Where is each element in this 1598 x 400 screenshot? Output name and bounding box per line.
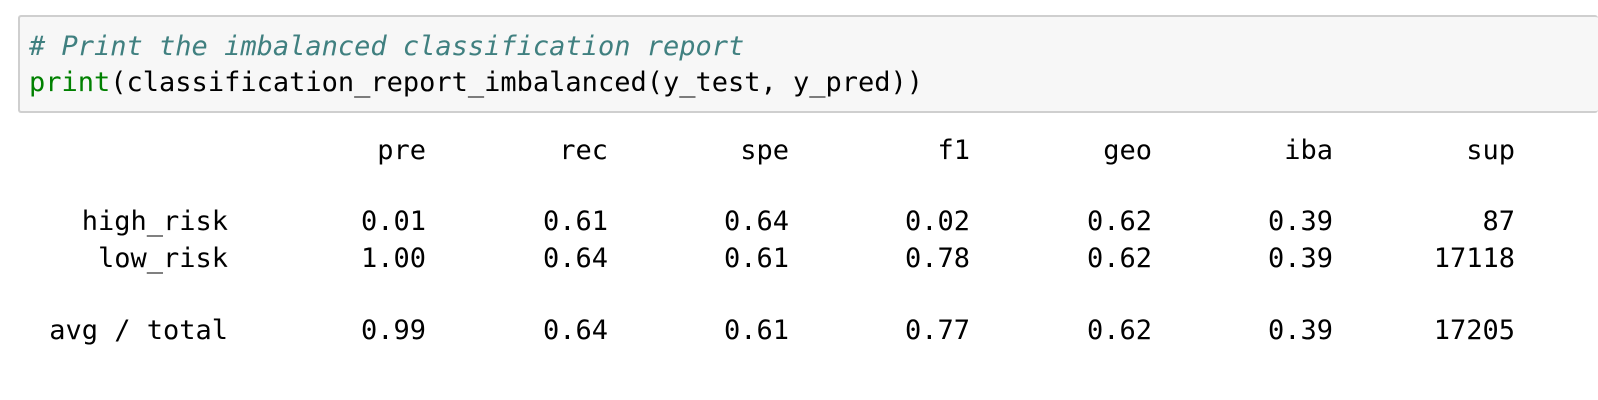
code-builtin-print: print <box>29 67 111 98</box>
table-cell: 0.78 <box>904 243 970 274</box>
header-sup: sup <box>1466 135 1515 166</box>
header-iba: iba <box>1284 135 1333 166</box>
table-cell: 0.64 <box>542 243 608 274</box>
table-cell: 17205 <box>1433 315 1515 346</box>
table-cell: 87 <box>1482 206 1515 237</box>
table-cell: 0.64 <box>723 206 789 237</box>
table-cell: 0.02 <box>904 206 970 237</box>
table-cell: 0.62 <box>1086 243 1152 274</box>
table-cell: 0.01 <box>360 206 426 237</box>
table-cell: 17118 <box>1433 243 1515 274</box>
header-pre: pre <box>377 135 426 166</box>
row-label-avg-total: avg / total <box>49 315 228 346</box>
table-cell: 0.39 <box>1267 315 1333 346</box>
row-label-low-risk: low_risk <box>97 243 228 274</box>
table-cell: 0.64 <box>542 315 608 346</box>
table-cell: 0.61 <box>723 315 789 346</box>
header-rec: rec <box>559 135 608 166</box>
table-cell: 0.61 <box>723 243 789 274</box>
row-label-high-risk: high_risk <box>81 206 228 237</box>
header-spe: spe <box>740 135 789 166</box>
table-cell: 0.77 <box>904 315 970 346</box>
table-cell: 1.00 <box>360 243 426 274</box>
header-geo: geo <box>1103 135 1152 166</box>
table-cell: 0.61 <box>542 206 608 237</box>
code-input-cell[interactable]: # Print the imbalanced classification re… <box>18 15 1598 113</box>
table-cell: 0.39 <box>1267 243 1333 274</box>
table-cell: 0.99 <box>360 315 426 346</box>
code-comment: # Print the imbalanced classification re… <box>29 31 745 62</box>
table-cell: 0.62 <box>1086 315 1152 346</box>
header-f1: f1 <box>937 135 970 166</box>
table-cell: 0.39 <box>1267 206 1333 237</box>
table-cell: 0.62 <box>1086 206 1152 237</box>
code-call: (classification_report_imbalanced(y_test… <box>110 67 924 98</box>
